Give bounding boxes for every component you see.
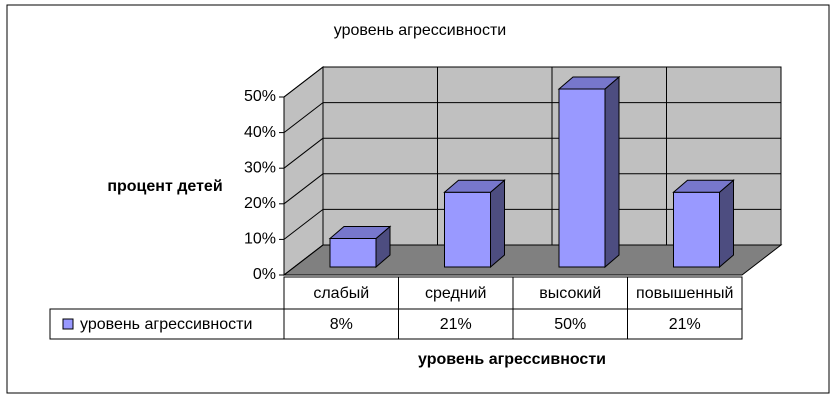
y-tick-label: 30% xyxy=(244,159,276,176)
y-tick-label: 40% xyxy=(244,124,276,141)
value-label: 21% xyxy=(440,316,472,333)
y-tick-label: 50% xyxy=(244,88,276,105)
legend-swatch xyxy=(62,318,74,330)
bar-side xyxy=(719,179,734,269)
value-label: 8% xyxy=(330,316,353,333)
table-cell xyxy=(49,308,743,340)
bar-top xyxy=(328,226,392,240)
y-axis-title: процент детей xyxy=(107,178,222,195)
bar-top xyxy=(672,179,735,193)
bar-side xyxy=(604,75,620,269)
value-label: 21% xyxy=(669,316,701,333)
bar xyxy=(557,75,621,269)
bar xyxy=(443,179,506,269)
grid-line xyxy=(283,137,324,169)
bar-front xyxy=(444,191,491,268)
grid-line xyxy=(283,102,324,133)
side-wall xyxy=(283,65,324,277)
chart-title: уровень агрессивности xyxy=(334,22,506,39)
y-tick-label: 20% xyxy=(244,195,276,212)
bar-front xyxy=(673,191,720,268)
bar-top xyxy=(557,76,621,90)
legend-label: уровень агрессивности xyxy=(80,316,252,333)
bar-top xyxy=(443,179,506,193)
grid-line xyxy=(283,209,324,240)
value-label: 50% xyxy=(554,316,586,333)
x-tick-label: слабый xyxy=(313,285,369,302)
grid-line xyxy=(283,173,324,205)
grid-line xyxy=(283,66,324,98)
bar-side xyxy=(490,179,505,269)
y-tick-label: 0% xyxy=(253,266,276,283)
x-tick-label: повышенный xyxy=(636,285,733,302)
bar xyxy=(328,225,392,269)
y-tick-label: 10% xyxy=(244,231,276,248)
bar xyxy=(672,179,735,269)
bar-front xyxy=(329,238,377,268)
grid-line xyxy=(283,244,324,276)
bar-front xyxy=(558,88,606,268)
x-tick-label: высокий xyxy=(539,285,601,302)
x-axis-title: уровень агрессивности xyxy=(418,351,606,368)
x-tick-label: средний xyxy=(425,285,487,302)
